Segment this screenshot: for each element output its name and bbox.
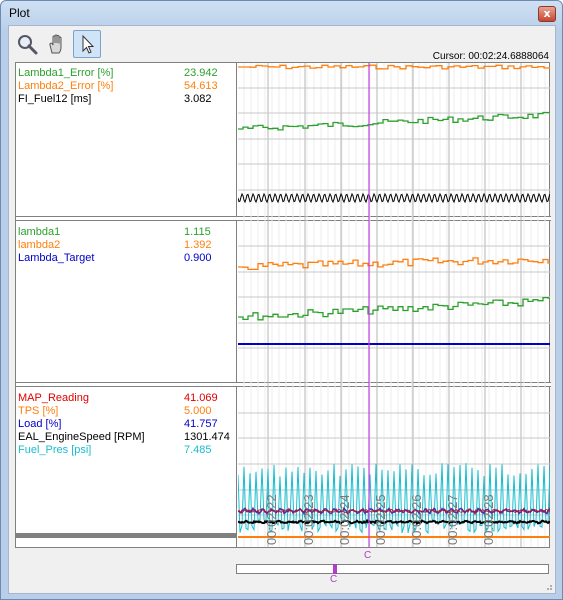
- magnifier-icon: [18, 35, 38, 55]
- signal-value: 0.900: [184, 252, 212, 264]
- time-tick-label: 00:02:27: [445, 494, 460, 545]
- time-tick-label: 00:02:26: [409, 494, 424, 545]
- trace-fuel-pres: [238, 463, 550, 535]
- legend-row[interactable]: Load [%] 41.757: [18, 418, 232, 431]
- time-tick-label: 00:02:24: [337, 494, 352, 545]
- legend-row[interactable]: Fuel_Pres [psi] 7.485: [18, 444, 232, 457]
- signal-name: Lambda1_Error [%]: [18, 67, 114, 79]
- client-area: Cursor: 00:02:24.6888064 Lambda1_Error […: [8, 25, 556, 594]
- time-tick-label: 00:02:23: [301, 494, 316, 545]
- trace-engine-speed: [238, 518, 550, 526]
- signal-name: Fuel_Pres [psi]: [18, 444, 92, 456]
- cursor-marker-label: C: [364, 550, 372, 561]
- signal-name: Load [%]: [18, 418, 62, 430]
- trace-canvas: 00:02:22 00:02:23 00:02:24 00:02:25 00:02:26…: [238, 63, 550, 547]
- signal-value: 5.000: [184, 405, 212, 417]
- signal-value: 41.757: [184, 418, 218, 430]
- signal-value: 23.942: [184, 67, 218, 79]
- pan-tool-button[interactable]: [43, 30, 71, 58]
- panel-divider[interactable]: [16, 382, 551, 387]
- legend-row[interactable]: lambda2 1.392: [18, 239, 232, 252]
- signal-value: 3.082: [184, 93, 212, 105]
- close-button[interactable]: x: [538, 6, 556, 22]
- pointer-arrow-icon: [82, 34, 95, 54]
- signal-name: Lambda_Target: [18, 252, 95, 264]
- time-scrollbar[interactable]: [236, 564, 549, 574]
- trace-load: [238, 506, 550, 516]
- legend-row[interactable]: Lambda1_Error [%] 23.942: [18, 67, 232, 80]
- trace-fi-fuel12: [238, 192, 550, 204]
- trace-map-reading: [238, 508, 550, 514]
- legend-row[interactable]: lambda1 1.115: [18, 226, 232, 239]
- trace-area[interactable]: 00:02:22 00:02:23 00:02:24 00:02:25 00:02:26…: [238, 63, 550, 547]
- legend-scroll-bar: [16, 533, 237, 538]
- legend-row[interactable]: EAL_EngineSpeed [RPM] 1301.474: [18, 431, 232, 444]
- panel-divider[interactable]: [16, 216, 551, 221]
- legend-column: Lambda1_Error [%] 23.942 Lambda2_Error […: [16, 63, 237, 547]
- resize-grip-icon[interactable]: [543, 581, 553, 591]
- zoom-tool-button[interactable]: [13, 30, 41, 58]
- legend-row[interactable]: MAP_Reading 41.069: [18, 392, 232, 405]
- signal-name: EAL_EngineSpeed [RPM]: [18, 431, 145, 443]
- signal-name: Lambda2_Error [%]: [18, 80, 114, 92]
- legend-row[interactable]: Lambda_Target 0.900: [18, 252, 232, 265]
- signal-name: MAP_Reading: [18, 392, 89, 404]
- title-bar[interactable]: Plot x: [1, 1, 562, 25]
- scroll-marker-label: C: [330, 574, 338, 585]
- legend-row[interactable]: Lambda2_Error [%] 54.613: [18, 80, 232, 93]
- trace-lambda1: [238, 296, 550, 321]
- cursor-readout: Cursor: 00:02:24.6888064: [432, 51, 549, 62]
- signal-value: 1.115: [184, 226, 211, 238]
- legend-row[interactable]: TPS [%] 5.000: [18, 405, 232, 418]
- hand-icon: [49, 34, 62, 54]
- window-title: Plot: [9, 6, 30, 20]
- legend-row[interactable]: FI_Fuel12 [ms] 3.082: [18, 93, 232, 106]
- plot-area[interactable]: Lambda1_Error [%] 23.942 Lambda2_Error […: [15, 62, 551, 548]
- time-tick-label: 00:02:25: [373, 494, 388, 545]
- select-tool-button[interactable]: [73, 30, 101, 58]
- time-tick-label: 00:02:22: [264, 494, 279, 545]
- signal-value: 1301.474: [184, 431, 230, 443]
- signal-name: lambda2: [18, 239, 61, 251]
- signal-value: 41.069: [184, 392, 218, 404]
- toolbar: [13, 30, 101, 60]
- signal-value: 54.613: [184, 80, 218, 92]
- time-tick-label: 00:02:28: [481, 494, 496, 545]
- signal-name: FI_Fuel12 [ms]: [18, 93, 92, 105]
- scroll-cursor-mark[interactable]: [333, 564, 337, 574]
- signal-name: lambda1: [18, 226, 61, 238]
- trace-lambda2-error: [238, 64, 550, 70]
- signal-name: TPS [%]: [18, 405, 59, 417]
- trace-lambda2: [238, 257, 550, 271]
- trace-lambda1-error: [238, 111, 550, 131]
- signal-value: 7.485: [184, 444, 212, 456]
- signal-value: 1.392: [184, 239, 212, 251]
